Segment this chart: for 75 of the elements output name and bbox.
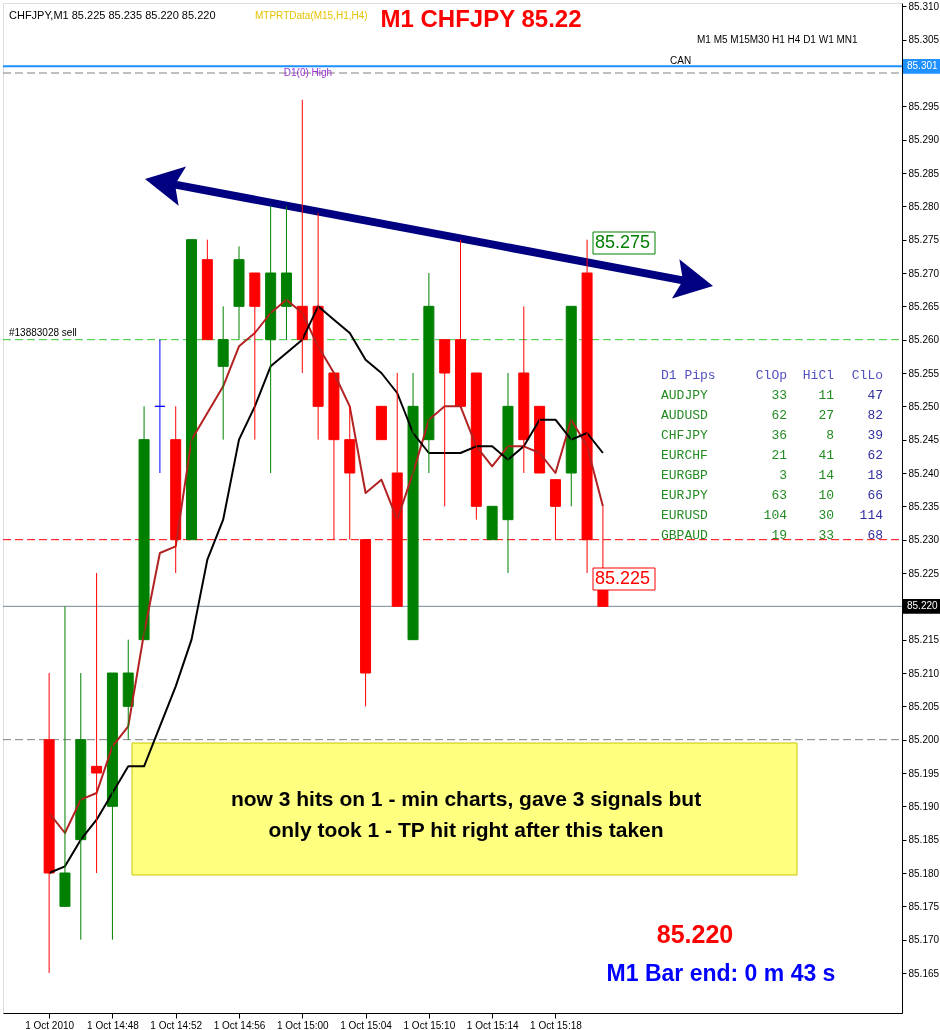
text: CHFJPY 36 8 39 <box>661 428 883 443</box>
text: AUDUSD 62 27 82 <box>661 408 883 423</box>
x-tick-label: 1 Oct 2010 <box>25 1019 75 1030</box>
y-tick-label: 85.275 <box>908 234 940 246</box>
y-tick-label: 85.165 <box>908 967 940 979</box>
candlestick <box>43 672 55 974</box>
y-tick-label: 85.245 <box>908 434 940 446</box>
text: EURGBP 3 14 18 <box>661 468 883 483</box>
annotation: MTPRTData(M15,H1,H4) <box>255 10 368 21</box>
candlestick <box>154 339 166 474</box>
ref-line-label: 85.301 <box>907 60 939 72</box>
x-tick-label: 1 Oct 14:56 <box>213 1019 266 1030</box>
y-tick-label: 85.305 <box>908 34 940 46</box>
y-tick-label: 85.185 <box>908 834 940 846</box>
x-tick-label: 1 Oct 15:10 <box>403 1019 456 1030</box>
text: EURUSD 104 30 114 <box>661 508 883 523</box>
annotation: 85.275 <box>595 232 651 252</box>
y-tick-label: 85.225 <box>908 567 940 579</box>
y-tick-label: 85.230 <box>908 534 940 546</box>
candlestick <box>233 245 245 341</box>
text: CAN <box>670 55 692 66</box>
y-tick-label: 85.250 <box>908 400 940 412</box>
annotation: CHFJPY,M1 85.225 85.235 85.220 85.220 <box>9 9 216 21</box>
y-tick-label: 85.290 <box>908 134 940 146</box>
candlestick <box>455 239 467 407</box>
candlestick <box>518 305 530 474</box>
text: 85.220 <box>656 920 734 948</box>
ref-line-label: 85.220 <box>907 600 939 612</box>
y-tick-label: 85.205 <box>908 700 940 712</box>
y-tick-label: 85.215 <box>908 634 940 646</box>
text: GBPAUD 19 33 68 <box>661 528 883 543</box>
ref-line-label: D1(0) High <box>283 67 333 78</box>
annotation: M1 Bar end: 0 m 43 s <box>606 960 836 986</box>
y-tick-label: 85.255 <box>908 367 940 379</box>
x-tick-label: 1 Oct 14:48 <box>87 1019 140 1030</box>
y-tick-label: 85.170 <box>908 934 940 946</box>
ref-line-label: #13883028 sell <box>9 326 77 338</box>
candlestick <box>375 405 387 441</box>
x-tick-label: 1 Oct 15:18 <box>530 1019 583 1030</box>
candlestick <box>217 305 229 441</box>
y-tick-label: 85.280 <box>908 200 940 212</box>
candlestick <box>186 239 198 541</box>
y-tick-label: 85.265 <box>908 300 940 312</box>
y-tick-label: 85.210 <box>908 667 940 679</box>
annotation: now 3 hits on 1 - min charts, gave 3 signals but only took 1 - TP hit right after this taken <box>230 787 702 841</box>
text: M1 M5 M15M30 H1 H4 D1 W1 MN1 <box>697 34 859 45</box>
y-tick-label: 85.285 <box>908 167 940 179</box>
x-tick-label: 1 Oct 15:00 <box>276 1019 330 1030</box>
y-tick-label: 85.235 <box>908 500 940 512</box>
y-tick-label: 85.175 <box>908 900 940 912</box>
annotation: 85.225 <box>595 568 651 588</box>
candlestick <box>534 405 546 474</box>
y-tick-label: 85.180 <box>908 867 940 879</box>
y-tick-label: 85.310 <box>908 0 940 12</box>
candlestick <box>486 505 498 541</box>
candlestick <box>439 339 451 507</box>
candlestick <box>201 239 213 341</box>
text: EURJPY 63 10 66 <box>661 488 883 503</box>
candlestick <box>91 572 103 874</box>
y-tick-label: 85.240 <box>908 467 940 479</box>
y-tick-label: 85.190 <box>908 800 940 812</box>
text: AUDJPY 33 11 47 <box>661 388 883 403</box>
candlestick <box>59 605 71 907</box>
text: EURCHF 21 41 62 <box>661 448 883 463</box>
y-tick-label: 85.260 <box>908 334 940 346</box>
y-tick-label: 85.295 <box>908 100 940 112</box>
candlestick <box>249 272 261 441</box>
y-tick-label: 85.270 <box>908 267 940 279</box>
x-tick-label: 1 Oct 15:04 <box>340 1019 393 1030</box>
text: D1 Pips ClOp HiCl ClLo <box>661 368 883 383</box>
x-tick-label: 1 Oct 14:52 <box>150 1019 203 1030</box>
x-tick-label: 1 Oct 15:14 <box>466 1019 519 1030</box>
y-tick-label: 85.200 <box>908 734 940 746</box>
y-tick-label: 85.195 <box>908 767 940 779</box>
chart-title: M1 CHFJPY 85.22 <box>380 5 582 32</box>
